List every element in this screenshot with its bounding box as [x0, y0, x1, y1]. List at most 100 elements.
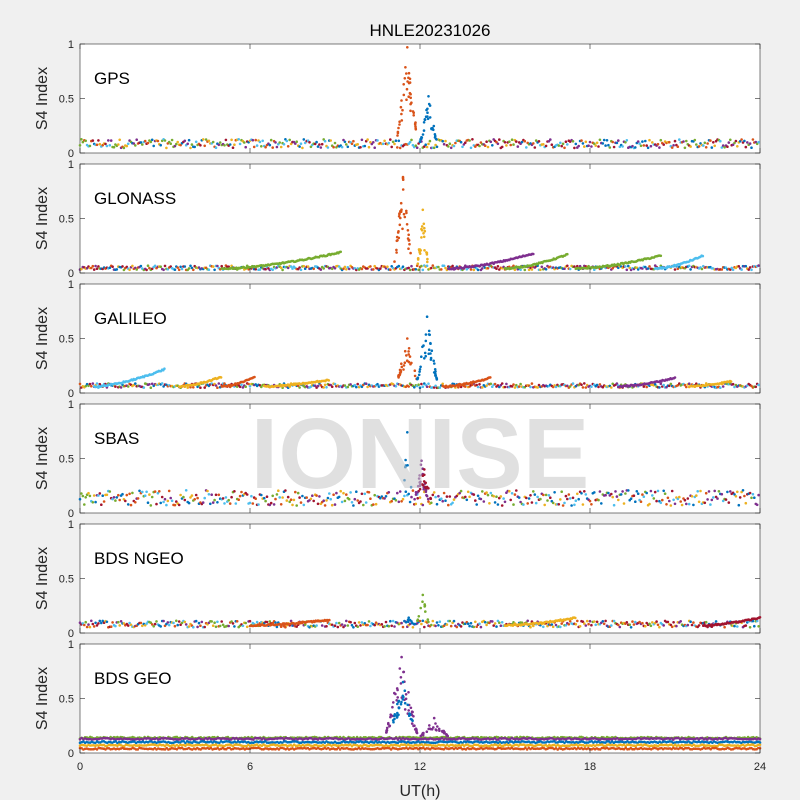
- data-point: [190, 143, 194, 146]
- data-point: [227, 624, 230, 628]
- data-point: [413, 374, 417, 378]
- data-point: [748, 266, 752, 269]
- data-point: [97, 622, 100, 625]
- data-point: [295, 140, 299, 143]
- data-point: [159, 625, 162, 628]
- data-point: [629, 626, 633, 629]
- data-point: [294, 490, 297, 494]
- data-point: [730, 266, 733, 270]
- data-point: [224, 496, 228, 499]
- data-point: [158, 490, 161, 493]
- data-point: [319, 146, 323, 149]
- data-point: [244, 385, 247, 389]
- data-point: [347, 267, 351, 271]
- data-point: [167, 489, 171, 493]
- panel-label: GPS: [94, 69, 130, 88]
- data-point: [736, 625, 739, 628]
- data-point: [306, 265, 310, 268]
- data-point: [193, 145, 196, 149]
- data-point: [751, 138, 755, 141]
- data-point: [325, 625, 328, 628]
- data-point: [672, 498, 675, 502]
- data-point: [316, 145, 320, 148]
- data-point: [601, 620, 605, 623]
- data-point: [176, 140, 179, 144]
- data-point: [566, 252, 569, 256]
- data-point: [192, 386, 195, 389]
- data-point: [427, 620, 430, 624]
- data-point: [425, 145, 429, 149]
- data-point: [394, 385, 398, 388]
- data-point: [409, 251, 412, 255]
- data-point: [282, 143, 286, 146]
- data-point: [652, 497, 656, 500]
- data-point: [146, 141, 150, 145]
- data-point: [248, 619, 252, 623]
- data-point: [352, 139, 355, 143]
- data-point: [649, 489, 653, 493]
- data-point: [94, 621, 97, 625]
- data-point: [651, 141, 654, 144]
- data-point: [717, 490, 721, 493]
- data-point: [165, 146, 168, 150]
- data-point: [345, 143, 348, 146]
- data-point: [469, 146, 473, 150]
- data-point: [213, 498, 216, 502]
- data-point: [206, 489, 209, 493]
- data-point: [584, 140, 588, 144]
- data-point: [390, 265, 394, 268]
- data-point: [627, 264, 630, 268]
- data-point: [78, 497, 82, 501]
- data-point: [472, 625, 476, 629]
- data-point: [743, 494, 746, 498]
- y-tick-label: 0: [68, 148, 74, 160]
- data-point: [580, 383, 583, 387]
- data-point: [434, 374, 437, 377]
- data-point: [141, 143, 144, 146]
- data-point: [422, 344, 425, 347]
- data-point: [437, 265, 440, 269]
- data-point: [432, 128, 435, 132]
- data-point: [454, 141, 457, 145]
- data-point: [175, 619, 178, 623]
- data-point: [214, 146, 218, 149]
- data-point: [530, 382, 534, 385]
- data-point: [247, 382, 250, 386]
- data-point: [406, 229, 410, 232]
- data-point: [91, 622, 95, 626]
- data-point: [566, 143, 569, 146]
- data-point: [590, 145, 593, 148]
- data-point: [100, 503, 103, 507]
- data-point: [438, 620, 442, 623]
- data-point: [491, 620, 494, 623]
- data-point: [315, 140, 318, 144]
- data-point: [540, 265, 544, 269]
- data-point: [419, 137, 423, 141]
- data-point: [519, 382, 522, 386]
- data-point: [369, 624, 372, 628]
- data-point: [404, 620, 408, 624]
- data-point: [495, 267, 498, 271]
- data-point: [383, 625, 386, 628]
- data-point: [573, 146, 576, 150]
- data-point: [738, 140, 742, 143]
- data-point: [625, 139, 629, 142]
- data-point: [163, 139, 167, 142]
- data-point: [743, 139, 746, 143]
- data-point: [741, 489, 745, 492]
- data-point: [187, 501, 191, 505]
- data-point: [673, 376, 677, 379]
- data-point: [645, 144, 648, 147]
- data-point: [418, 368, 422, 371]
- data-point: [510, 138, 514, 141]
- data-point: [678, 138, 681, 141]
- data-point: [84, 620, 87, 624]
- data-point: [731, 382, 735, 386]
- data-point: [288, 500, 292, 504]
- data-point: [203, 386, 206, 389]
- data-point: [397, 376, 400, 379]
- data-point: [125, 144, 129, 148]
- data-point: [183, 620, 187, 624]
- data-point: [568, 267, 572, 271]
- data-point: [420, 264, 423, 268]
